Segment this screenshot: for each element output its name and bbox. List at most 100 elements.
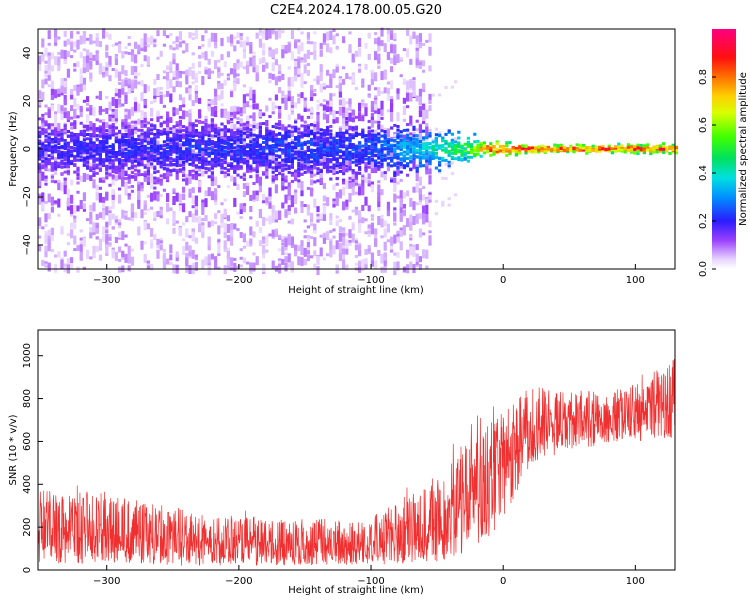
heatmap-cell [162, 163, 166, 167]
heatmap-cell [332, 184, 336, 191]
heatmap-cell [370, 106, 374, 113]
heatmap-cell [402, 78, 406, 85]
heatmap-cell [111, 226, 115, 230]
heatmap-cell [105, 168, 109, 172]
heatmap-cell [278, 141, 282, 145]
heatmap-cell [377, 153, 381, 157]
heatmap-cell [226, 215, 230, 222]
heatmap-cell [252, 168, 256, 172]
heatmap-cell [422, 115, 426, 122]
heatmap-cell [111, 176, 115, 180]
heatmap-cell [79, 108, 83, 118]
heatmap-cell [214, 143, 218, 147]
heatmap-cell [114, 237, 118, 244]
heatmap-cell [380, 71, 384, 81]
heatmap-cell [47, 84, 51, 88]
heatmap-cell [44, 175, 48, 182]
heatmap-cell [415, 202, 419, 206]
heatmap-cell [306, 247, 310, 251]
heatmap-cell [278, 126, 282, 130]
heatmap-cell [54, 161, 58, 165]
heatmap-cell [406, 29, 410, 36]
heatmap-cell [409, 79, 413, 89]
heatmap-cell [86, 142, 90, 146]
heatmap-cell [98, 127, 102, 131]
heatmap-cell [329, 218, 333, 222]
heatmap-cell [306, 209, 310, 216]
heatmap-cell [166, 35, 170, 39]
heatmap-cell [287, 97, 291, 101]
heatmap-cell [361, 102, 365, 106]
heatmap-cell [265, 197, 269, 204]
heatmap-cell [390, 136, 394, 140]
heatmap-cell [319, 154, 323, 158]
heatmap-cell [41, 152, 45, 156]
heatmap-cell [159, 215, 163, 219]
heatmap-cell [121, 169, 125, 179]
heatmap-cell [124, 118, 128, 125]
heatmap-cell [374, 104, 378, 111]
heatmap-cell [239, 139, 243, 143]
chart-title: C2E4.2024.178.00.05.G20 [270, 3, 442, 18]
heatmap-cell [140, 163, 144, 167]
heatmap-cell [252, 152, 256, 156]
heatmap-cell [185, 266, 189, 273]
heatmap-cell [226, 235, 230, 242]
heatmap-cell [274, 159, 278, 166]
heatmap-cell [108, 206, 112, 210]
heatmap-cell [159, 151, 163, 155]
heatmap-cell [44, 164, 48, 168]
heatmap-cell [210, 142, 214, 146]
heatmap-cell [111, 179, 115, 186]
heatmap-cell [300, 246, 304, 256]
heatmap-cell [239, 123, 243, 127]
heatmap-cell [361, 217, 365, 224]
heatmap-cell [412, 244, 416, 248]
heatmap-cell [262, 31, 266, 35]
heatmap-cell [390, 80, 394, 90]
heatmap-cell [121, 164, 125, 168]
heatmap-cell [322, 237, 326, 244]
heatmap-cell [89, 52, 93, 59]
heatmap-cell [182, 50, 186, 54]
heatmap-cell [185, 135, 189, 139]
heatmap-cell [108, 243, 112, 247]
heatmap-cell [294, 129, 298, 133]
heatmap-cell [342, 153, 346, 157]
heatmap-cell [258, 134, 262, 138]
heatmap-cell [194, 254, 198, 258]
heatmap-cell [319, 83, 323, 93]
heatmap-cell [354, 244, 358, 251]
heatmap-cell [386, 154, 390, 158]
heatmap-cell [217, 142, 221, 146]
heatmap-cell [348, 176, 352, 180]
heatmap-cell [303, 158, 307, 162]
heatmap-cell [345, 120, 349, 130]
heatmap-cell [390, 30, 394, 37]
heatmap-cell [60, 182, 64, 192]
heatmap-cell [236, 160, 240, 164]
heatmap-cell [332, 169, 336, 173]
heatmap-cell [329, 165, 333, 169]
heatmap-cell [191, 163, 195, 167]
heatmap-cell [252, 138, 256, 142]
heatmap-cell [233, 155, 237, 159]
heatmap-cell [130, 146, 134, 150]
heatmap-cell [178, 75, 182, 79]
heatmap-cell [409, 221, 413, 231]
heatmap-cell [281, 168, 285, 172]
heatmap-cell [249, 238, 253, 245]
heatmap-cell [130, 89, 134, 93]
heatmap-cell [415, 141, 419, 145]
heatmap-cell [105, 176, 109, 180]
heatmap-cell [194, 165, 198, 169]
heatmap-cell [310, 138, 314, 142]
heatmap-cell [386, 151, 390, 155]
heatmap-cell [303, 166, 307, 170]
heatmap-cell [358, 146, 362, 150]
heatmap-cell [364, 231, 368, 235]
heatmap-cell [338, 242, 342, 252]
heatmap-cell [418, 45, 422, 49]
heatmap-cell [41, 176, 45, 180]
